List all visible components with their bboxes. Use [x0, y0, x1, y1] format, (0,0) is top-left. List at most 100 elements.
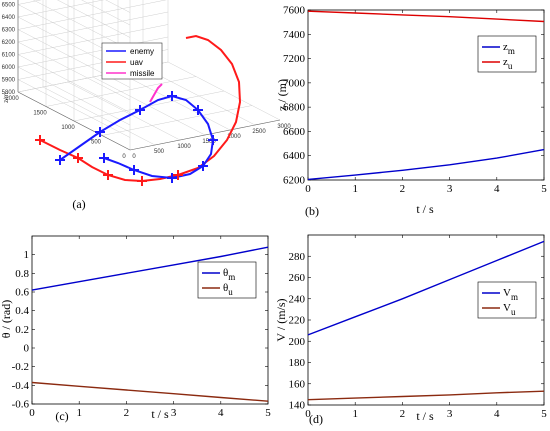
- x-tick-label: 1500: [202, 139, 216, 145]
- legend-symbol: V: [503, 287, 511, 299]
- x-tick-label: 2: [124, 407, 130, 419]
- chart-1: 0 1 2 3 4 5 6200 6400 6600 6800 7000 7200 7400 7600 zm…: [275, 5, 547, 219]
- x-tick-label: 4: [494, 408, 500, 420]
- uav-aircraft-marker: [137, 176, 147, 186]
- y-tick-label: 280: [289, 251, 306, 263]
- legend-subscript: m: [228, 272, 235, 282]
- y-tick-label: -0.6: [12, 399, 30, 411]
- y-tick-label: 7600: [283, 5, 306, 17]
- legend-label: enemy: [130, 47, 154, 56]
- x-tick-label: 1: [76, 407, 82, 419]
- enemy-aircraft-marker: [129, 165, 139, 175]
- x-tick-label: 1: [352, 408, 358, 420]
- series-line-z-m: [307, 148, 545, 181]
- y-tick-label: 2000: [5, 96, 19, 102]
- x-axis-label: t / s: [416, 409, 434, 423]
- y-tick-label: 0.8: [15, 268, 29, 280]
- grid-side: [105, 0, 131, 13]
- plot-area: [307, 9, 545, 181]
- legend-symbol: V: [503, 302, 511, 314]
- legend-label: zu: [503, 56, 513, 71]
- plot-area: [307, 234, 545, 406]
- z-tick-label: 6300: [2, 28, 16, 34]
- legend-label: θu: [223, 282, 233, 297]
- grid-side: [57, 0, 131, 38]
- y-tick-label: 7000: [283, 77, 306, 89]
- y-tick-label: 220: [289, 315, 306, 327]
- y-tick-label: 0: [122, 154, 126, 160]
- y-tick-label: 160: [289, 378, 306, 390]
- x-tick-label: 3: [447, 408, 453, 420]
- legend-label: Vu: [503, 302, 516, 317]
- y-tick-label: 7200: [283, 53, 306, 65]
- y-tick-label: 500: [91, 140, 102, 146]
- legend-symbol: z: [503, 41, 508, 53]
- y-tick-label: 1: [24, 249, 30, 261]
- enemy-aircraft-marker: [99, 153, 109, 163]
- enemy-aircraft-marker: [55, 155, 65, 165]
- y-tick-label: 6200: [283, 175, 306, 187]
- x-tick-label: 3: [447, 183, 453, 195]
- x-tick-label: 1000: [177, 144, 191, 150]
- legend-symbol: z: [503, 56, 508, 68]
- legend-subscript: u: [508, 61, 513, 71]
- x-tick-label: 3: [171, 407, 177, 419]
- legend-label: missile: [130, 69, 155, 78]
- y-tick-label: 6400: [283, 150, 306, 162]
- uav-aircraft-marker: [173, 170, 183, 180]
- legend-box: [197, 261, 257, 299]
- grid-side: [17, 79, 131, 138]
- enemy-aircraft-marker: [135, 105, 145, 115]
- y-tick-label: -0.2: [12, 361, 29, 373]
- axis-x: [129, 119, 281, 151]
- x-tick-label: 0: [305, 183, 311, 195]
- legend-label: Vm: [503, 287, 518, 302]
- y-tick-label: 200: [289, 336, 306, 348]
- legend-box: [477, 35, 537, 73]
- x-tick-label: 2000: [227, 134, 241, 140]
- z-tick-label: 6500: [2, 3, 16, 9]
- y-tick-label: 0.6: [15, 287, 29, 299]
- grid-side: [17, 66, 131, 126]
- panel-label: (b): [305, 204, 319, 218]
- y-tick-label: 180: [289, 357, 306, 369]
- grid-back: [17, 36, 169, 68]
- x-tick-label: 500: [154, 149, 165, 155]
- z-tick-label: 6000: [2, 65, 16, 71]
- y-axis-label: z / (m): [275, 79, 289, 111]
- enemy-aircraft-marker: [167, 91, 177, 101]
- z-tick-label: 5900: [2, 78, 16, 84]
- x-tick-label: 5: [265, 407, 271, 419]
- panel-label: (d): [309, 412, 323, 426]
- z-tick-label: 6100: [2, 53, 16, 59]
- panel-label: (c): [55, 409, 68, 423]
- x-tick-label: 4: [218, 407, 224, 419]
- chart-3d: 0 500 1000 1500 2000 2500 3000 0 500 1000 1500 2000…: [2, 0, 291, 211]
- legend-subscript: m: [508, 46, 515, 56]
- series-line-z-u: [307, 10, 545, 23]
- grid-side: [32, 0, 131, 51]
- x-tick-label: 0: [29, 407, 35, 419]
- y-tick-label: 6600: [283, 126, 306, 138]
- enemy-aircraft-marker: [167, 173, 177, 183]
- grid-side: [17, 54, 131, 113]
- legend-subscript: u: [511, 307, 516, 317]
- legend-label: uav: [130, 58, 143, 67]
- z-tick-label: 6400: [2, 15, 16, 21]
- enemy-trajectory: [59, 94, 215, 180]
- y-tick-label: 0: [24, 343, 30, 355]
- x-axis-label: t / s: [151, 407, 169, 421]
- x-tick-label: 2: [400, 183, 406, 195]
- series-line-V-u: [307, 390, 545, 401]
- legend-subscript: m: [511, 292, 518, 302]
- enemy-aircraft-marker: [208, 135, 218, 145]
- y-tick-label: 240: [289, 293, 306, 305]
- x-tick-label: 1: [352, 183, 358, 195]
- enemy-aircraft-marker: [95, 127, 105, 137]
- legend-symbol: θ: [223, 267, 228, 279]
- y-tick-label: 1000: [61, 125, 75, 131]
- x-tick-label: 4: [494, 183, 500, 195]
